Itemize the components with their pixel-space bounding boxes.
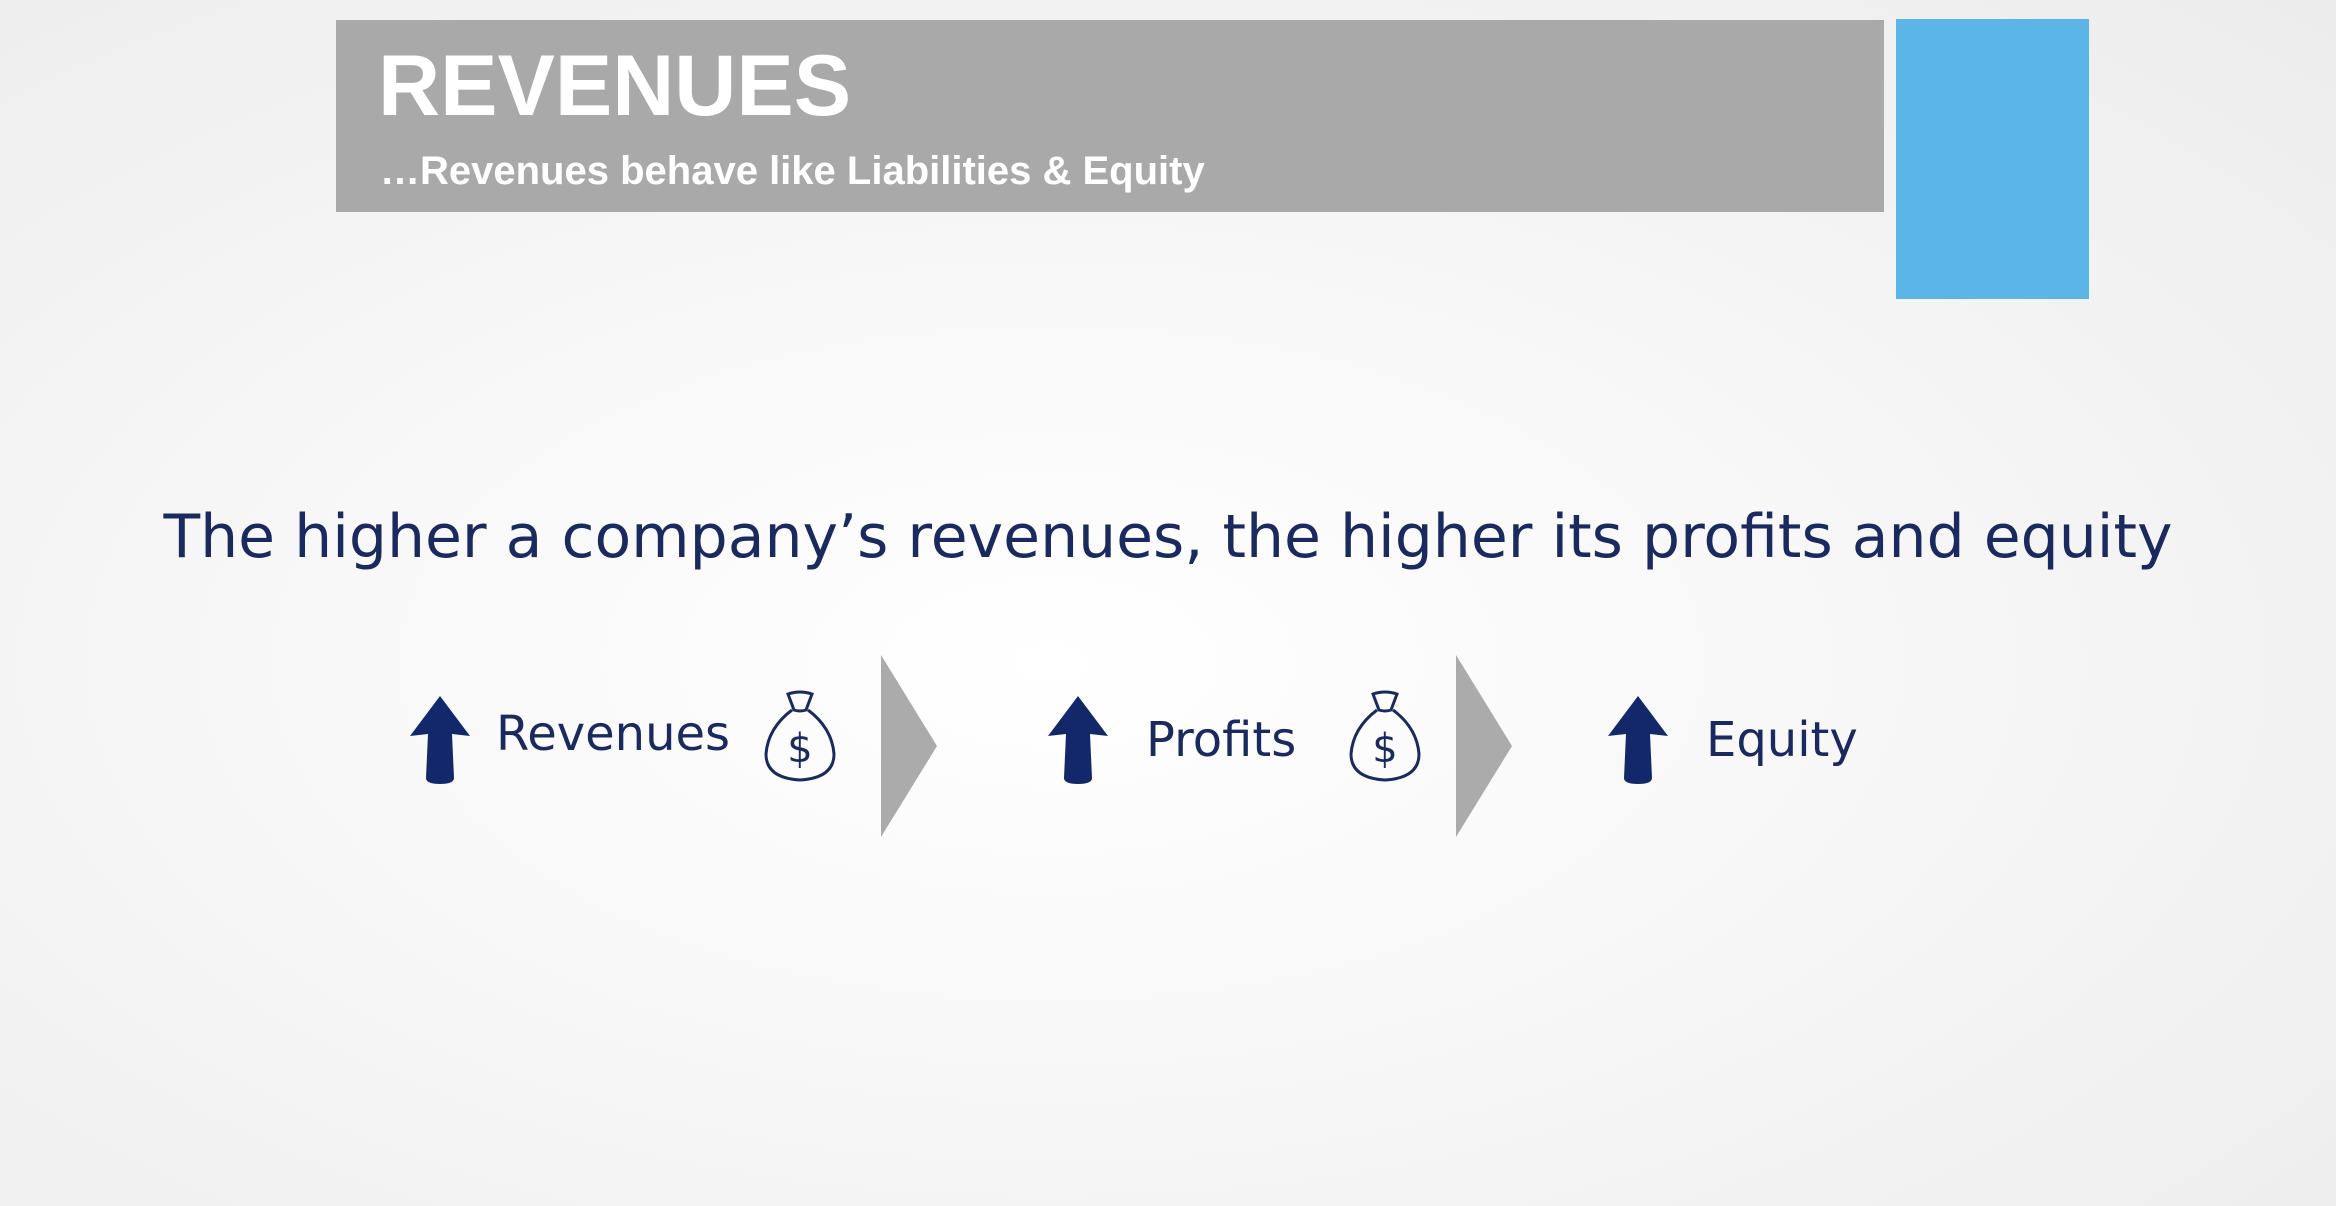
up-arrow-icon [1048,696,1108,784]
up-arrow-icon [410,696,470,784]
svg-text:$: $ [1372,726,1397,772]
money-bag-icon: $ [1349,690,1421,782]
main-statement: The higher a company’s revenues, the hig… [163,502,2173,572]
flow-label-revenues: Revenues [496,706,731,762]
slide-subtitle: …Revenues behave like Liabilities & Equi… [380,149,1205,193]
flow-label-equity: Equity [1706,712,1858,768]
chevron-right-icon [1456,655,1512,837]
chevron-right-icon [881,655,937,837]
header-bar: REVENUES …Revenues behave like Liabiliti… [336,20,1884,212]
slide-title: REVENUES [378,38,852,134]
accent-block [1896,19,2089,299]
flow-label-profits: Profits [1146,712,1297,768]
svg-text:$: $ [787,726,812,772]
money-bag-icon: $ [764,690,836,782]
up-arrow-icon [1608,696,1668,784]
